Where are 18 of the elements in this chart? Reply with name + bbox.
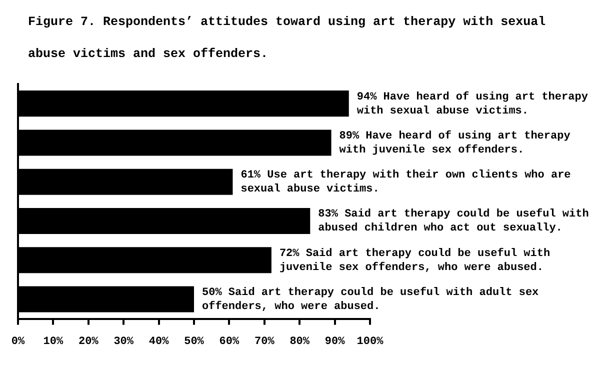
x-tick-label: 50%: [184, 336, 204, 348]
x-tick-label: 40%: [148, 336, 170, 348]
data-label: 50% Said art therapy could be useful with adult sex offenders, who were abused.: [202, 286, 540, 313]
data-label: 94% Have heard of using art therapy with sexual abuse victims.: [356, 90, 588, 118]
x-tick-label: 100%: [356, 336, 384, 348]
chart-title: Figure 7. Respondents’ attitudes toward using art therapy with sexual abuse victims and sex offenders.: [28, 15, 546, 61]
data-label: 72% Said art therapy could be useful with juvenile sex offenders, who were abused.: [279, 246, 550, 274]
data-label: 89% Have heard of using art therapy with juvenile sex offenders.: [339, 129, 571, 156]
data-label: 61% Use art therapy with their own clients who are sexual abuse victims.: [240, 170, 572, 196]
x-tick-label: 10%: [43, 336, 64, 348]
x-tick-label: 60%: [219, 336, 240, 348]
x-tick-label: 70%: [254, 336, 275, 348]
x-tick-label: 20%: [78, 336, 99, 348]
x-tick-label: 80%: [290, 336, 310, 348]
x-tick-label: 0%: [11, 336, 25, 348]
data-label: 83% Said art therapy could be useful with abused children who act out sexually.: [318, 208, 589, 235]
x-tick-label: 90%: [324, 336, 346, 348]
x-tick-label: 30%: [114, 336, 134, 348]
